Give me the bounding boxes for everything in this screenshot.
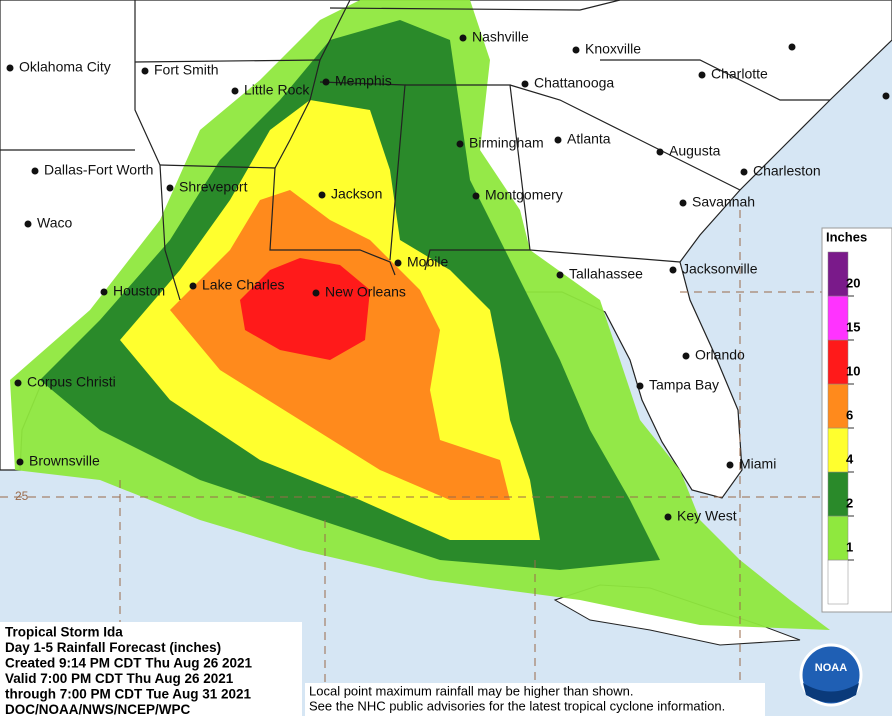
city-dot bbox=[100, 288, 108, 296]
city-label: Lake Charles bbox=[202, 277, 285, 293]
disclaimer-box: Local point maximum rainfall may be high… bbox=[305, 683, 765, 716]
city-label: Tallahassee bbox=[569, 266, 643, 282]
city-dot bbox=[24, 220, 32, 228]
city-label: Montgomery bbox=[485, 187, 563, 203]
city-label: Nashville bbox=[472, 29, 529, 45]
city-label: Shreveport bbox=[179, 179, 248, 195]
info-background bbox=[0, 622, 302, 716]
city-label: Tampa Bay bbox=[649, 377, 719, 393]
city-dot bbox=[656, 148, 664, 156]
city-dot bbox=[572, 46, 580, 54]
city-dot bbox=[682, 352, 690, 360]
city-label: Atlanta bbox=[567, 131, 611, 147]
city-label: Birmingham bbox=[469, 135, 544, 151]
rain-10-15 bbox=[240, 258, 370, 360]
city-dot bbox=[882, 92, 890, 100]
city-label: Charlotte bbox=[711, 66, 768, 82]
city-label: Memphis bbox=[335, 73, 392, 89]
city-label: Mobile bbox=[407, 254, 448, 270]
city-label: Fort Smith bbox=[154, 62, 219, 78]
city-label: Houston bbox=[113, 283, 165, 299]
city-label: Corpus Christi bbox=[27, 374, 116, 390]
city-dot bbox=[554, 136, 562, 144]
state-borders bbox=[0, 0, 830, 301]
city-dot bbox=[459, 34, 467, 42]
legend-title: Inches bbox=[826, 229, 867, 244]
legend-swatch bbox=[827, 383, 849, 429]
info-line: DOC/NOAA/NWS/NCEP/WPC bbox=[5, 702, 191, 716]
city-dot bbox=[14, 379, 22, 387]
city-dot bbox=[31, 167, 39, 175]
city-dot bbox=[189, 282, 197, 290]
city-dot bbox=[472, 192, 480, 200]
legend-tick-label: 6 bbox=[846, 407, 853, 422]
legend-swatch bbox=[827, 427, 849, 473]
cities: Oklahoma City Fort Smith Little Rock Memphi… bbox=[6, 29, 890, 524]
legend-swatch bbox=[827, 295, 849, 341]
info-line: Day 1-5 Rainfall Forecast (inches) bbox=[5, 640, 221, 655]
city-label: Orlando bbox=[695, 347, 745, 363]
legend-tick-label: 20 bbox=[846, 275, 860, 290]
city-label: Charleston bbox=[753, 163, 821, 179]
disclaimer-line: See the NHC public advisories for the la… bbox=[309, 698, 725, 713]
legend-swatch bbox=[827, 251, 849, 297]
legend: Inches 1 2 4 6 10 15 20 bbox=[821, 227, 892, 613]
legend-tick-label: 10 bbox=[846, 363, 860, 378]
city-dot bbox=[231, 87, 239, 95]
legend-swatch bbox=[827, 471, 849, 517]
city-dot bbox=[669, 266, 677, 274]
legend-swatch bbox=[827, 559, 849, 605]
city-dot bbox=[166, 184, 174, 192]
city-dot bbox=[6, 64, 14, 72]
city-label: Key West bbox=[677, 508, 737, 524]
city-label: Miami bbox=[739, 456, 776, 472]
city-dot bbox=[312, 289, 320, 297]
city-dot bbox=[726, 461, 734, 469]
city-dot bbox=[141, 67, 149, 75]
disclaimer-background bbox=[305, 683, 765, 716]
city-label: Jackson bbox=[331, 186, 382, 202]
city-label: Augusta bbox=[669, 143, 721, 159]
city-label: Jacksonville bbox=[682, 261, 758, 277]
legend-tick-label: 1 bbox=[846, 539, 853, 554]
city-dot bbox=[664, 513, 672, 521]
city-dot bbox=[16, 458, 24, 466]
city-label: Oklahoma City bbox=[19, 59, 111, 75]
city-label: New Orleans bbox=[325, 284, 406, 300]
city-dot bbox=[394, 259, 402, 267]
info-line: Valid 7:00 PM CDT Thu Aug 26 2021 bbox=[5, 671, 234, 686]
city-label: Knoxville bbox=[585, 41, 641, 57]
disclaimer-line: Local point maximum rainfall may be high… bbox=[309, 683, 633, 698]
legend-tick-label: 15 bbox=[846, 319, 860, 334]
city-dot bbox=[679, 199, 687, 207]
city-label: Brownsville bbox=[29, 453, 100, 469]
legend-swatch bbox=[827, 515, 849, 561]
logo-text: NOAA bbox=[815, 662, 847, 674]
city-dot bbox=[556, 271, 564, 279]
legend-swatch bbox=[827, 339, 849, 385]
city-dot bbox=[788, 43, 796, 51]
info-line: Created 9:14 PM CDT Thu Aug 26 2021 bbox=[5, 656, 253, 671]
legend-tick-label: 2 bbox=[846, 495, 853, 510]
noaa-logo: NOAA bbox=[799, 643, 863, 707]
city-dot bbox=[322, 78, 330, 86]
logo-wave bbox=[803, 683, 859, 703]
city-label: Waco bbox=[37, 215, 72, 231]
info-line: through 7:00 PM CDT Tue Aug 31 2021 bbox=[5, 687, 252, 702]
city-dot bbox=[318, 191, 326, 199]
city-label: Little Rock bbox=[244, 82, 310, 98]
info-line: Tropical Storm Ida bbox=[5, 625, 123, 640]
city-dot bbox=[698, 71, 706, 79]
city-dot bbox=[740, 168, 748, 176]
city-dot bbox=[456, 140, 464, 148]
legend-tick-label: 4 bbox=[846, 451, 854, 466]
latitude-label: 25 bbox=[15, 489, 29, 503]
city-dot bbox=[521, 80, 529, 88]
city-label: Dallas-Fort Worth bbox=[44, 162, 153, 178]
city-label: Chattanooga bbox=[534, 75, 614, 91]
city-dot bbox=[636, 382, 644, 390]
city-label: Savannah bbox=[692, 194, 755, 210]
